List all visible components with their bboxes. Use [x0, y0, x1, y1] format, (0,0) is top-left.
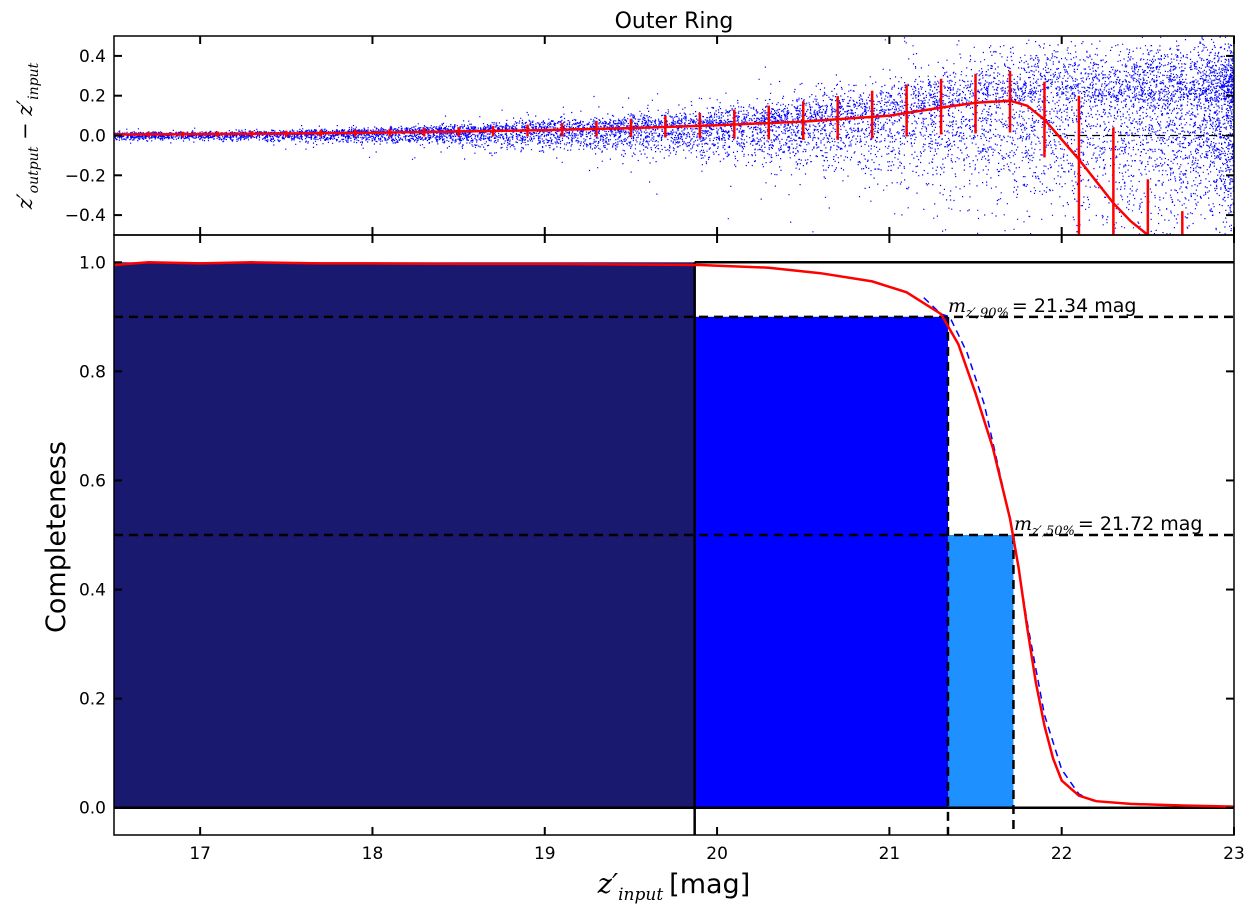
median-error-bars: [147, 70, 1184, 235]
bottom-x-tick-label: 17: [189, 844, 211, 864]
completeness-band: [694, 316, 948, 808]
annotation-90-value: = 21.34 mag: [1012, 295, 1137, 317]
completeness-reference-lines: [114, 261, 1234, 835]
bottom-y-tick-label: 0.4: [79, 581, 106, 601]
bottom-x-tick-label: 23: [1223, 844, 1245, 864]
bottom-y-axis-ticks: 0.0 0.2 0.4 0.6 0.8 1.0: [79, 253, 1234, 819]
bottom-y-tick-label: 0.2: [79, 690, 106, 710]
annotation-90: mz′,90% = 21.34 mag: [948, 295, 1136, 321]
completeness-curve: [114, 261, 1234, 808]
top-y-tick-label: −0.4: [65, 206, 106, 226]
completeness-band: [947, 535, 1014, 808]
annotation-50-value: = 21.72 mag: [1078, 513, 1203, 535]
bottom-y-tick-label: 0.6: [79, 471, 106, 491]
top-y-label-sub-input: input: [26, 62, 42, 99]
top-x-axis-ticks: [199, 36, 1235, 235]
scatter-points: [114, 36, 1234, 235]
annotation-50-sub: z′,50%: [1031, 524, 1075, 539]
top-y-axis-ticks: −0.4 −0.2 0.0 0.2 0.4: [65, 47, 1234, 226]
x-label-unit: [mag]: [669, 869, 750, 900]
bottom-x-axis-label: z′input [mag]: [597, 869, 750, 905]
annotation-50-m: m: [1014, 513, 1032, 535]
bottom-x-axis-ticks: 17 18 19 20 21 22 23: [189, 235, 1245, 864]
bottom-x-tick-label: 18: [362, 844, 384, 864]
bottom-panel-plot-area: [114, 261, 1234, 835]
annotation-90-sub: z′,90%: [965, 306, 1009, 321]
bottom-y-tick-label: 0.0: [79, 799, 106, 819]
top-y-label-z-output: z′: [13, 193, 37, 210]
bottom-x-tick-label: 19: [534, 844, 556, 864]
median-offset-curve: [114, 99, 1149, 235]
scatter-cloud: [114, 36, 1234, 235]
x-label-z: z′: [597, 869, 618, 900]
top-panel-plot-area: [114, 36, 1234, 235]
top-y-tick-label: 0.0: [79, 127, 106, 147]
x-label-sub: input: [618, 885, 663, 905]
annotation-90-m: m: [948, 295, 966, 317]
top-y-label-sub-output: output: [26, 146, 42, 193]
top-y-tick-label: −0.2: [65, 166, 106, 186]
top-y-axis-label: z′output − z′input: [13, 62, 42, 210]
bottom-panel-frame: [113, 234, 1235, 836]
completeness-bands: [114, 262, 1014, 808]
bottom-y-tick-label: 0.8: [79, 362, 106, 382]
top-y-tick-label: 0.2: [79, 87, 106, 107]
bottom-x-tick-label: 22: [1051, 844, 1073, 864]
bottom-y-axis-label: Completeness: [41, 441, 72, 633]
bottom-x-tick-label: 20: [706, 844, 728, 864]
bottom-x-tick-label: 21: [879, 844, 901, 864]
bottom-y-tick-label: 1.0: [79, 253, 106, 273]
top-y-tick-label: 0.4: [79, 47, 106, 67]
top-panel-title: Outer Ring: [615, 9, 734, 34]
annotation-50: mz′,50% = 21.72 mag: [1014, 513, 1202, 539]
